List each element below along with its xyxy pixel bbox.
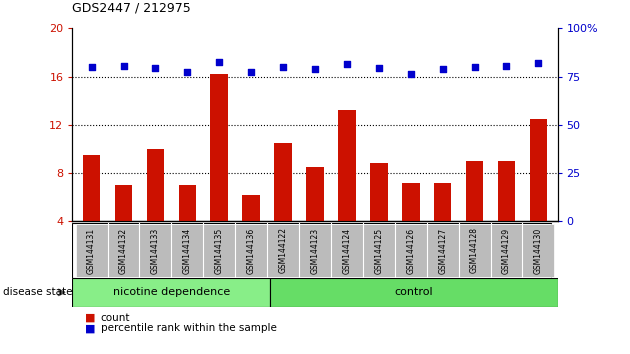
Point [310,67,320,72]
FancyBboxPatch shape [299,224,331,277]
Text: GSM144123: GSM144123 [311,227,319,274]
Bar [434,183,452,221]
Point [118,63,129,69]
Bar [243,195,260,221]
Point [406,71,416,77]
Text: ■: ■ [85,323,96,333]
Text: GSM144133: GSM144133 [151,227,160,274]
Text: percentile rank within the sample: percentile rank within the sample [101,323,277,333]
FancyBboxPatch shape [76,224,108,277]
Text: count: count [101,313,130,322]
Text: GSM144131: GSM144131 [87,227,96,274]
Text: GSM144136: GSM144136 [247,227,256,274]
Text: GSM144135: GSM144135 [215,227,224,274]
FancyBboxPatch shape [171,224,203,277]
Text: GSM144128: GSM144128 [470,227,479,273]
FancyBboxPatch shape [522,224,554,277]
FancyBboxPatch shape [459,224,491,277]
Bar [306,167,324,221]
Point [278,64,288,70]
Bar [530,119,547,221]
Point [182,69,192,75]
Bar [370,163,387,221]
Text: GSM144134: GSM144134 [183,227,192,274]
FancyBboxPatch shape [270,278,558,307]
Bar [402,183,420,221]
FancyBboxPatch shape [331,224,363,277]
FancyBboxPatch shape [267,224,299,277]
Bar [83,155,100,221]
FancyBboxPatch shape [72,223,551,278]
Bar [338,110,356,221]
Bar [210,74,228,221]
Point [214,59,224,65]
FancyBboxPatch shape [363,224,395,277]
Point [438,67,448,72]
FancyBboxPatch shape [395,224,427,277]
Text: GSM144127: GSM144127 [438,227,447,274]
Bar [178,185,196,221]
Text: GSM144132: GSM144132 [119,227,128,274]
Bar [274,143,292,221]
Point [534,61,544,66]
Bar [147,149,164,221]
Text: GSM144122: GSM144122 [278,227,287,273]
Bar [115,185,132,221]
Text: GSM144124: GSM144124 [343,227,352,274]
FancyBboxPatch shape [72,278,270,307]
FancyBboxPatch shape [108,224,139,277]
FancyBboxPatch shape [203,224,235,277]
Point [342,62,352,67]
Bar [498,161,515,221]
Text: nicotine dependence: nicotine dependence [113,287,230,297]
Bar [466,161,483,221]
Text: disease state: disease state [3,287,72,297]
Text: GSM144126: GSM144126 [406,227,415,274]
Point [469,64,479,70]
Text: control: control [394,287,433,297]
Point [86,64,96,70]
FancyBboxPatch shape [491,224,522,277]
FancyBboxPatch shape [427,224,459,277]
Text: GDS2447 / 212975: GDS2447 / 212975 [72,1,191,14]
Text: GSM144129: GSM144129 [502,227,511,274]
Point [151,65,161,71]
FancyBboxPatch shape [139,224,171,277]
Point [374,65,384,71]
Point [501,63,512,69]
FancyBboxPatch shape [235,224,267,277]
Text: GSM144130: GSM144130 [534,227,543,274]
Text: ■: ■ [85,313,96,322]
Text: GSM144125: GSM144125 [374,227,383,274]
Point [246,69,256,75]
